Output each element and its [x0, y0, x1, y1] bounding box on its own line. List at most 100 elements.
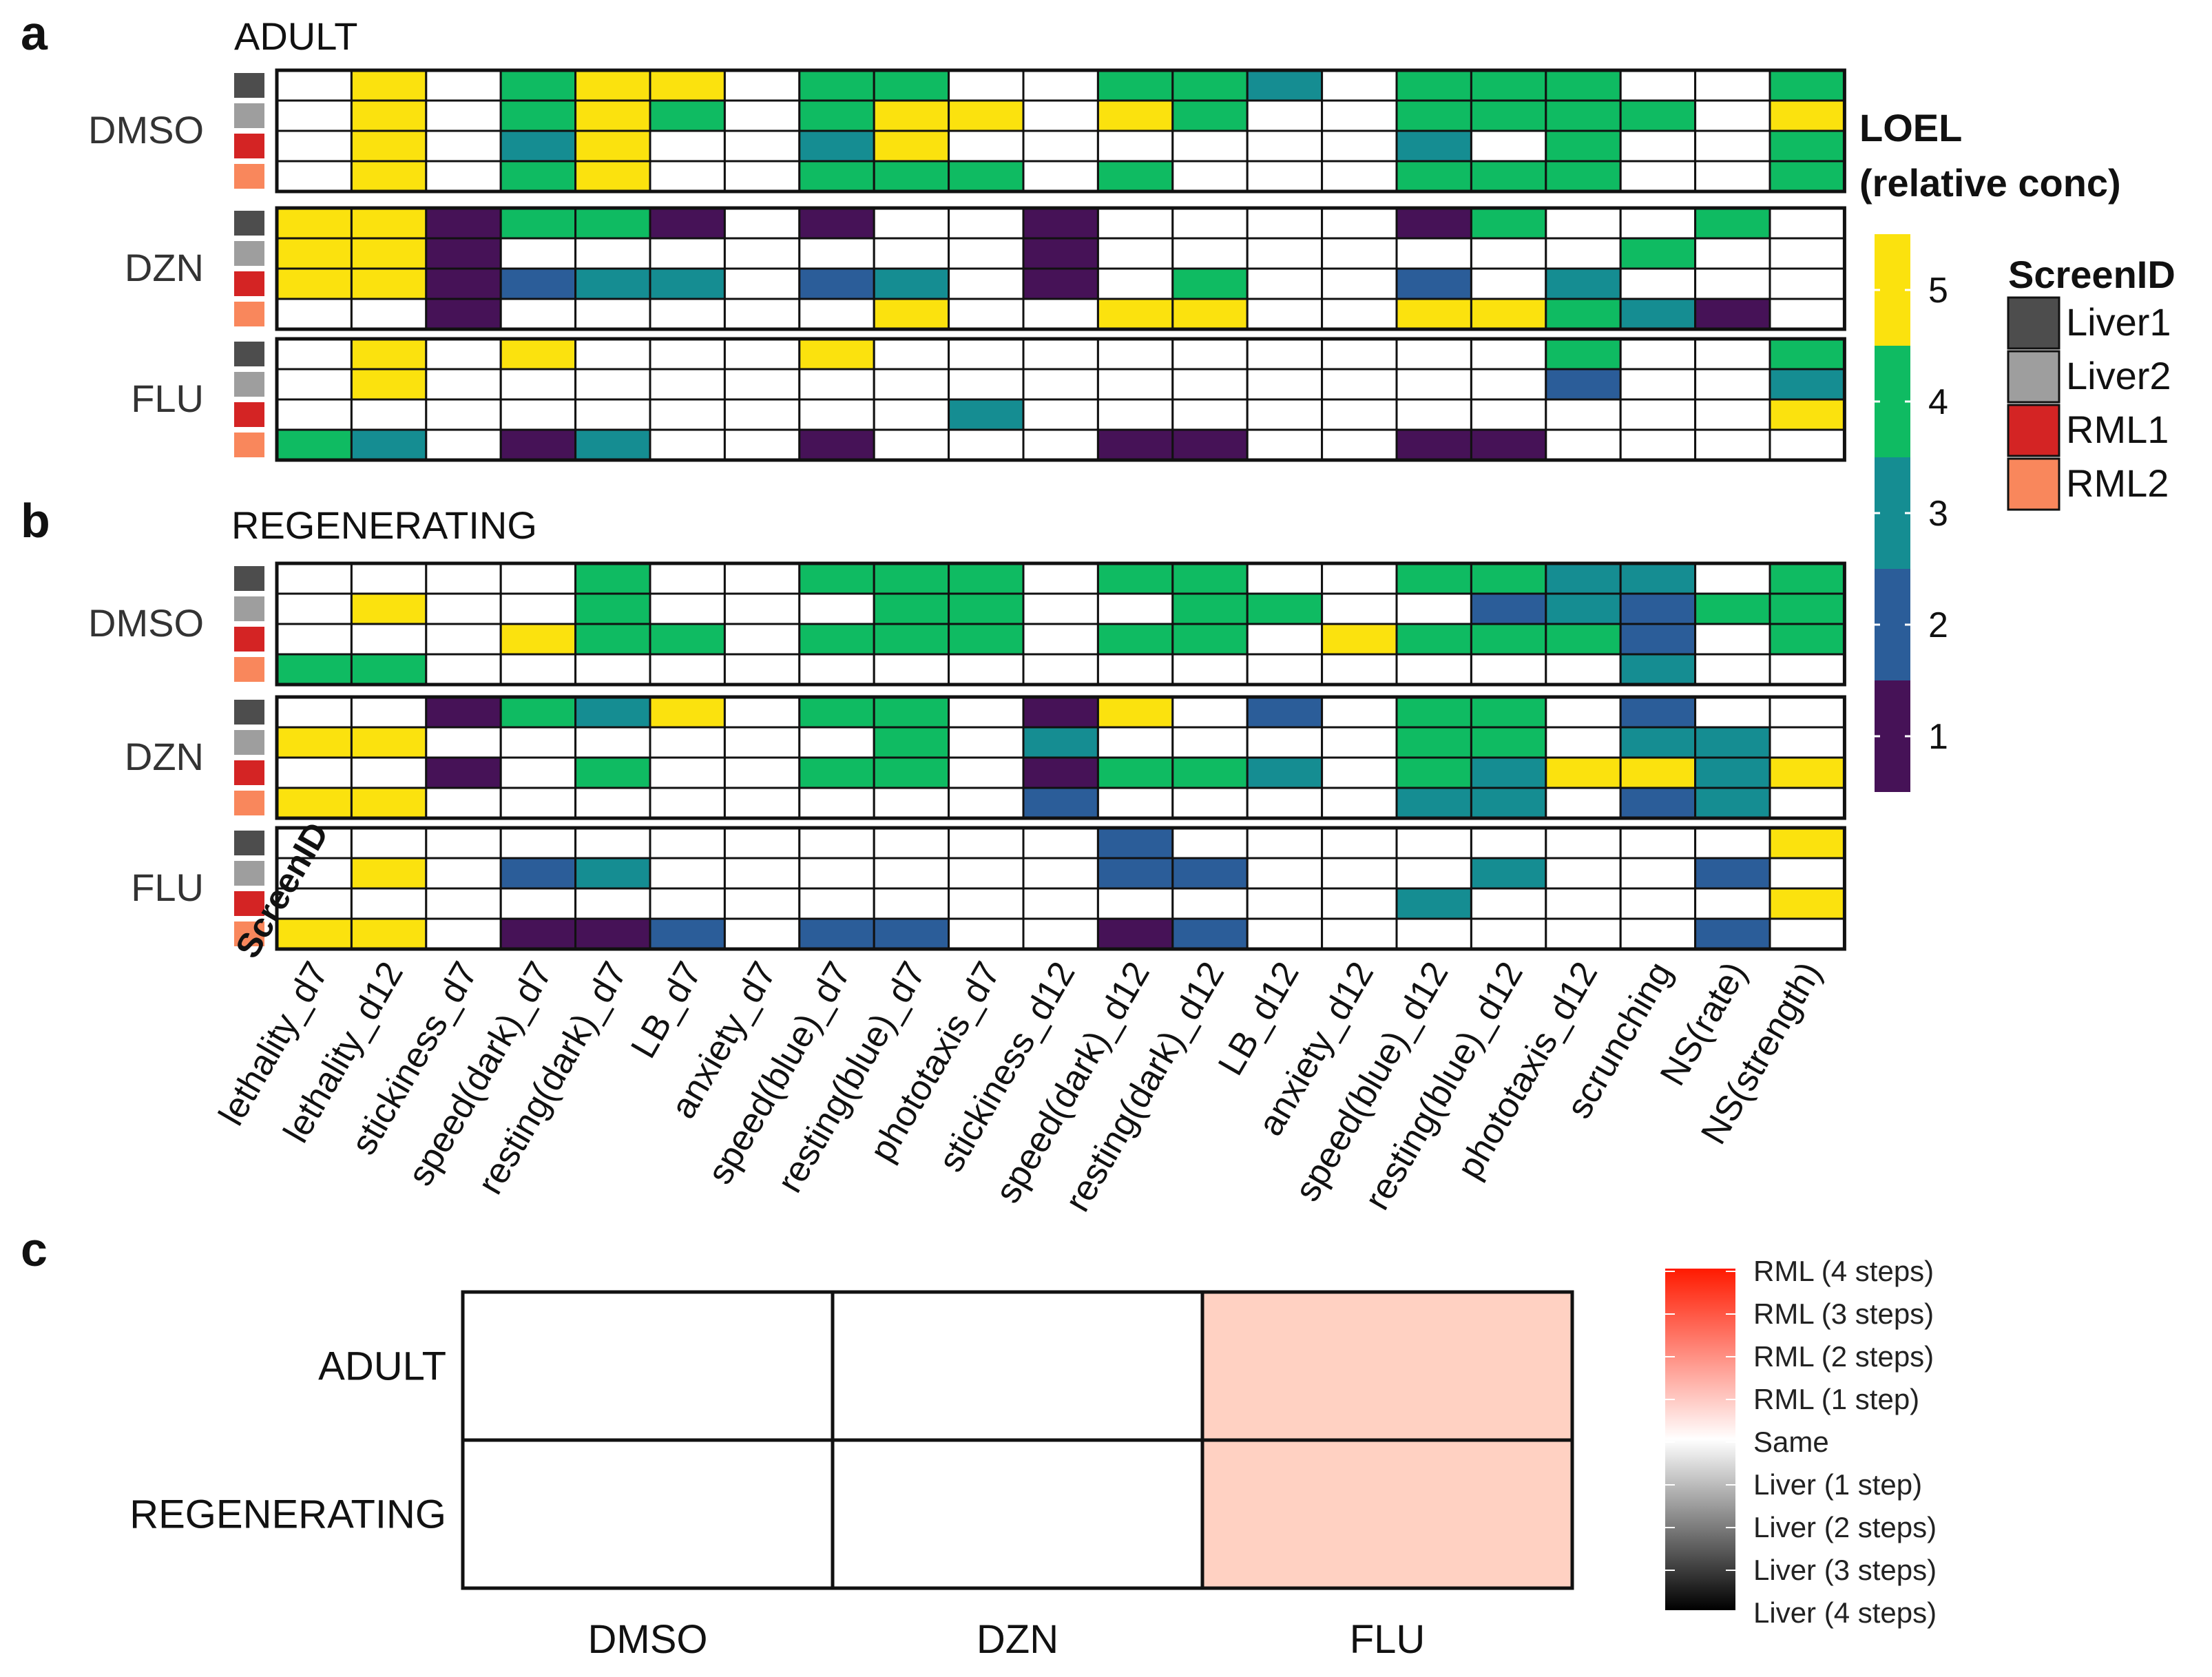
cell-dzn-rml2-6 [723, 298, 801, 331]
cell-dzn-liver1-19 [1694, 207, 1771, 240]
cell-flu-liver2-16 [1470, 368, 1547, 401]
cell-dzn-rml1-18 [1619, 756, 1697, 789]
cell-dmso-liver1-9 [948, 562, 1025, 595]
cell-dmso-rml2-16 [1470, 653, 1547, 686]
cell-flu-liver2-18 [1619, 857, 1697, 890]
cell-flu-liver1-17 [1545, 826, 1622, 860]
cell-dmso-rml1-10 [1022, 129, 1099, 163]
cell-flu-liver2-19 [1694, 857, 1771, 890]
cell-dzn-liver2-8 [873, 726, 950, 759]
cell-dmso-liver1-20 [1768, 562, 1846, 595]
comparison-cell-regenerating-flu [1200, 1438, 1574, 1590]
group-frame [275, 826, 1846, 951]
screen-key-label: RML1 [2066, 408, 2169, 451]
cell-dzn-rml1-2 [425, 756, 502, 789]
screen-key-label: RML2 [2066, 461, 2169, 505]
comparison-col-label: FLU [1350, 1617, 1426, 1662]
cell-dmso-rml1-16 [1470, 623, 1547, 656]
cell-flu-liver2-13 [1246, 368, 1324, 401]
cell-dmso-liver1-1 [350, 562, 428, 595]
cell-dmso-rml1-17 [1545, 623, 1622, 656]
cell-dzn-rml1-5 [649, 267, 726, 300]
cell-flu-rml1-11 [1096, 887, 1174, 920]
cell-dmso-rml2-10 [1022, 653, 1099, 686]
cell-dzn-liver1-20 [1768, 207, 1846, 240]
cell-dzn-liver1-19 [1694, 696, 1771, 729]
cell-flu-liver1-1 [350, 826, 428, 860]
comparison-cell-regenerating-dmso [461, 1438, 835, 1590]
screen-indicator-liver1 [234, 211, 264, 236]
cell-dzn-rml1-1 [350, 267, 428, 300]
cell-dzn-rml2-8 [873, 298, 950, 331]
cell-flu-rml1-8 [873, 398, 950, 431]
cell-dzn-liver2-19 [1694, 726, 1771, 759]
cell-dmso-rml2-4 [574, 160, 651, 193]
cell-flu-liver1-9 [948, 337, 1025, 371]
loel-swatch-5 [1875, 234, 1910, 346]
cell-flu-rml2-19 [1694, 428, 1771, 461]
cell-dmso-rml2-19 [1694, 160, 1771, 193]
cell-flu-liver2-10 [1022, 368, 1099, 401]
cell-flu-rml1-15 [1395, 398, 1472, 431]
cell-flu-rml2-13 [1246, 428, 1324, 461]
cell-flu-rml1-1 [350, 887, 428, 920]
cell-dzn-rml2-1 [350, 787, 428, 820]
cell-flu-liver1-15 [1395, 826, 1472, 860]
cell-flu-rml1-6 [723, 887, 801, 920]
cell-dzn-rml1-14 [1321, 756, 1398, 789]
loel-legend-title-1: LOEL [1859, 106, 1962, 149]
panel-label-c: c [21, 1222, 48, 1276]
cell-flu-liver1-11 [1096, 826, 1174, 860]
comparison-legend-label: Liver (4 steps) [1753, 1596, 1937, 1629]
cell-dmso-rml1-9 [948, 623, 1025, 656]
cell-dzn-rml1-12 [1171, 267, 1249, 300]
cell-dmso-liver1-12 [1171, 69, 1249, 102]
cell-flu-rml2-0 [275, 917, 353, 950]
cell-flu-rml1-3 [499, 887, 577, 920]
cell-dzn-liver2-10 [1022, 237, 1099, 270]
group-label-dzn: DZN [125, 735, 204, 778]
cell-flu-liver2-14 [1321, 368, 1398, 401]
comparison-legend-label: RML (1 step) [1753, 1383, 1919, 1415]
loel-level-label: 5 [1928, 271, 1948, 311]
cell-flu-rml2-9 [948, 428, 1025, 461]
screen-indicator-rml2 [234, 791, 264, 815]
cell-flu-liver1-8 [873, 826, 950, 860]
cell-flu-liver2-9 [948, 368, 1025, 401]
cell-dmso-liver2-15 [1395, 592, 1472, 625]
cell-flu-liver2-13 [1246, 857, 1324, 890]
cell-dzn-liver1-12 [1171, 207, 1249, 240]
cell-dzn-liver1-9 [948, 696, 1025, 729]
cell-dzn-liver2-16 [1470, 726, 1547, 759]
cell-dzn-liver1-6 [723, 696, 801, 729]
comparison-cell-adult-dzn [831, 1290, 1204, 1442]
cell-dzn-liver1-3 [499, 207, 577, 240]
cell-flu-rml2-10 [1022, 428, 1099, 461]
screen-indicator-rml1 [234, 891, 264, 916]
cell-dmso-liver1-18 [1619, 562, 1697, 595]
cell-flu-liver1-13 [1246, 337, 1324, 371]
cell-dmso-rml1-5 [649, 623, 726, 656]
panel-b-title: REGENERATING [231, 503, 537, 547]
cell-dmso-liver2-0 [275, 99, 353, 132]
cell-dzn-liver2-2 [425, 237, 502, 270]
cell-dzn-rml1-14 [1321, 267, 1398, 300]
cell-flu-rml2-0 [275, 428, 353, 461]
cell-dmso-rml1-16 [1470, 129, 1547, 163]
group-label-flu: FLU [131, 377, 204, 420]
cell-dmso-liver1-19 [1694, 562, 1771, 595]
group-label-dmso: DMSO [88, 108, 204, 152]
cell-dmso-rml1-15 [1395, 129, 1472, 163]
cell-dzn-liver2-17 [1545, 726, 1622, 759]
cell-dzn-liver1-3 [499, 696, 577, 729]
cell-flu-rml2-6 [723, 428, 801, 461]
cell-flu-liver1-18 [1619, 826, 1697, 860]
cell-flu-rml1-17 [1545, 887, 1622, 920]
screen-indicator-liver2 [234, 241, 264, 266]
cell-flu-liver2-8 [873, 368, 950, 401]
cell-dzn-rml2-7 [798, 298, 875, 331]
cell-dmso-liver2-16 [1470, 592, 1547, 625]
comparison-legend-label: Liver (3 steps) [1753, 1554, 1937, 1586]
cell-dmso-liver1-13 [1246, 69, 1324, 102]
